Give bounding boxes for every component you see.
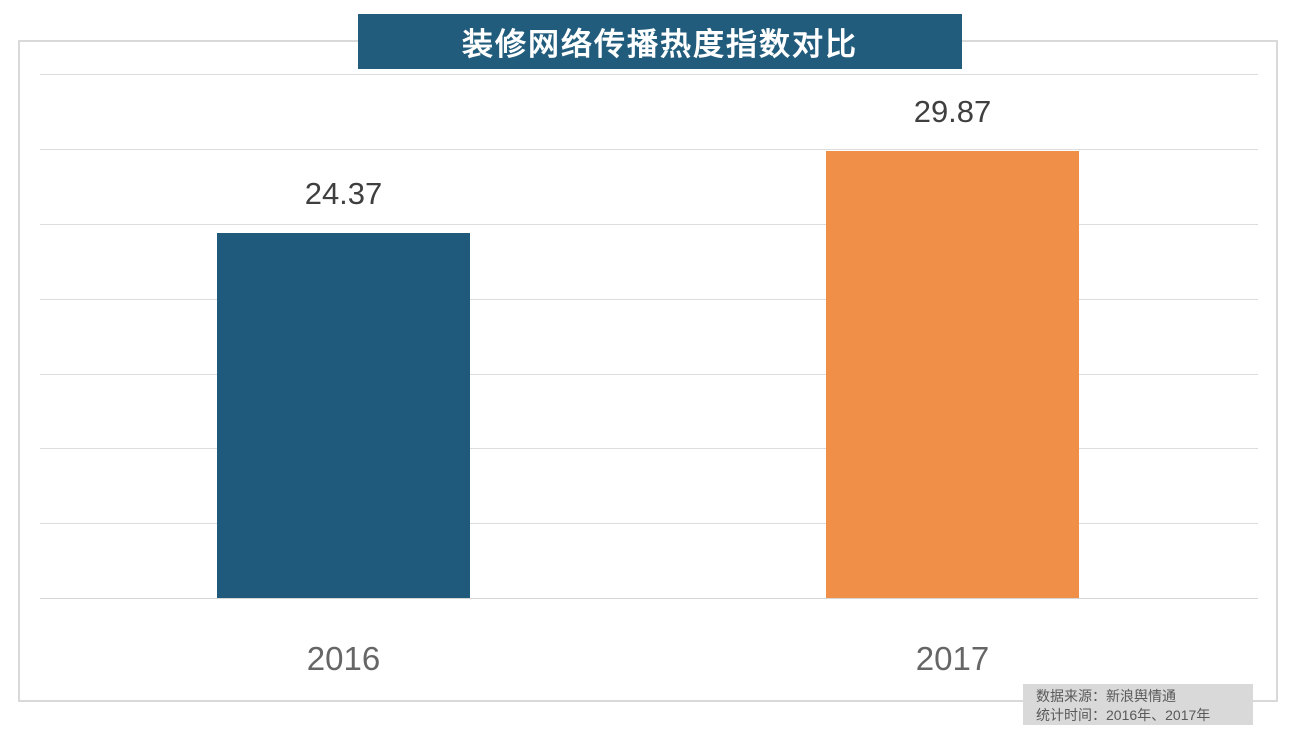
bar-rect-2017 [826, 151, 1079, 598]
bar-column-2016: 24.37 [217, 176, 470, 598]
chart-title: 装修网络传播热度指数对比 [462, 27, 858, 62]
data-source-line: 数据来源：新浪舆情通 [1036, 688, 1176, 704]
x-axis-label-2017: 2017 [915, 640, 990, 677]
gridline [40, 373, 1258, 375]
bar-value-label-2016: 24.37 [304, 176, 383, 212]
data-source-note: 数据来源：新浪舆情通 统计时间：2016年、2017年 [1023, 684, 1253, 725]
gridline [40, 523, 1258, 525]
stat-time-line: 统计时间：2016年、2017年 [1036, 707, 1211, 723]
gridline [40, 224, 1258, 225]
x-axis-line [40, 598, 1258, 599]
bar-rect-2016 [217, 233, 470, 598]
gridline [40, 448, 1258, 450]
gridline [40, 74, 1258, 76]
bar-column-2017: 29.87 [826, 94, 1079, 598]
gridline [40, 298, 1258, 300]
chart-title-banner: 装修网络传播热度指数对比 [358, 14, 962, 69]
gridline [40, 149, 1258, 151]
bar-value-label-2017: 29.87 [913, 94, 992, 130]
gridlines-container [40, 40, 1258, 599]
x-axis-label-2016: 2016 [306, 640, 381, 677]
